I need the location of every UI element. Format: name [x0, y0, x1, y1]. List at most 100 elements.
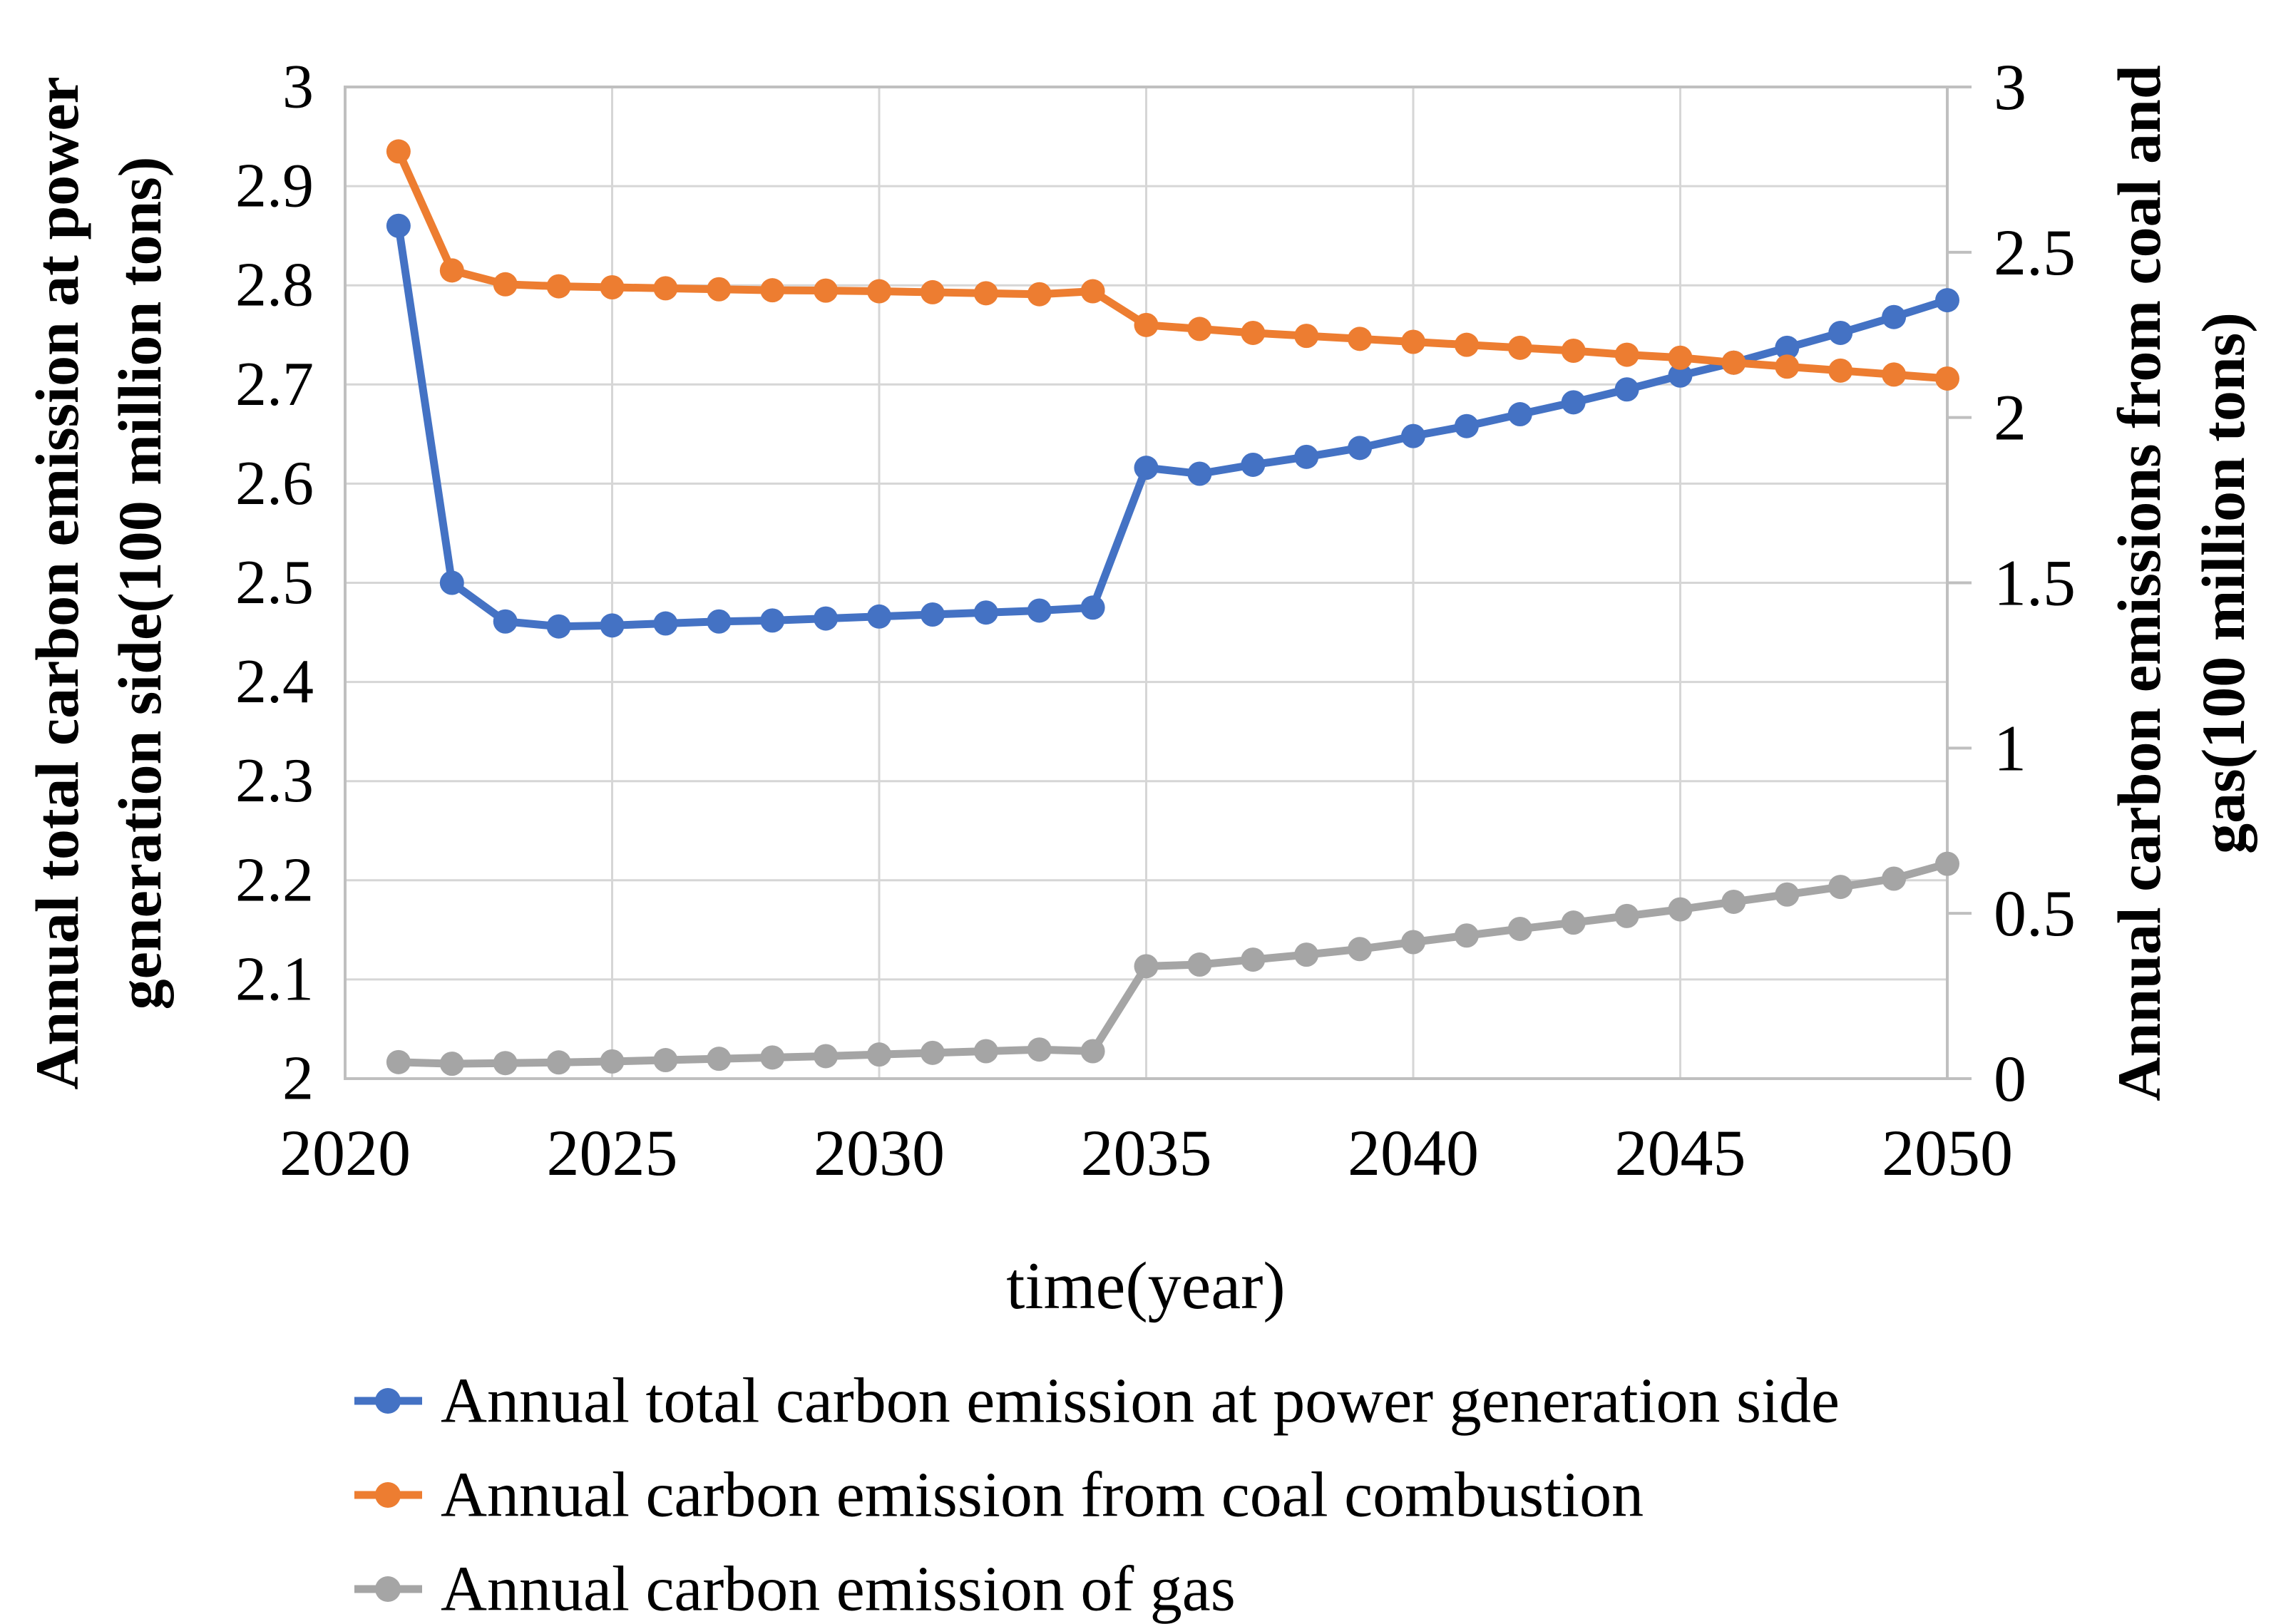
data-point-marker: [546, 274, 571, 299]
left-axis-tick-label: 2.4: [235, 647, 314, 716]
legend-label-gas-emission: Annual carbon emission of gas: [441, 1554, 1236, 1624]
data-point-marker: [1348, 436, 1373, 461]
data-point-marker: [1882, 362, 1907, 387]
legend-item: [354, 1388, 422, 1414]
data-point-marker: [653, 1048, 678, 1073]
data-point-marker: [1882, 866, 1907, 891]
data-point-marker: [1401, 930, 1425, 955]
x-axis-tick-label: 2030: [814, 1116, 945, 1189]
data-point-marker: [920, 602, 945, 627]
right-axis-tick-label: 2.5: [1994, 216, 2076, 289]
data-point-marker: [920, 279, 945, 304]
legend-marker-dot: [375, 1482, 401, 1508]
data-point-marker: [1561, 339, 1586, 364]
data-point-marker: [600, 613, 625, 638]
data-point-marker: [707, 277, 732, 302]
data-point-marker: [1668, 345, 1693, 370]
legend-marker-dot: [375, 1388, 401, 1414]
data-point-marker: [1134, 312, 1159, 337]
data-point-marker: [1668, 897, 1693, 922]
left-axis-tick-label: 2.8: [235, 251, 314, 320]
data-point-marker: [600, 274, 625, 299]
data-point-marker: [546, 1050, 571, 1075]
data-point-marker: [1775, 882, 1800, 907]
gridlines: [345, 87, 1947, 1079]
right-axis-tick-label: 0.5: [1994, 877, 2076, 950]
left-axis-tick-label: 2: [282, 1044, 314, 1114]
data-point-marker: [1454, 332, 1479, 357]
data-point-marker: [493, 609, 518, 634]
legend-item: [354, 1482, 422, 1508]
data-point-marker: [1561, 390, 1586, 415]
data-point-marker: [1507, 402, 1532, 427]
data-point-marker: [1187, 952, 1212, 977]
data-point-marker: [973, 281, 998, 306]
data-point-marker: [1294, 942, 1319, 967]
data-point-marker: [1080, 1039, 1105, 1064]
data-point-marker: [653, 611, 678, 636]
data-point-marker: [867, 279, 891, 304]
legend-label-coal-emission: Annual carbon emission from coal combust…: [441, 1460, 1644, 1531]
data-point-marker: [973, 600, 998, 625]
data-point-marker: [707, 609, 732, 634]
data-point-marker: [1828, 875, 1853, 900]
data-point-marker: [1668, 363, 1693, 388]
data-point-marker: [1828, 358, 1853, 383]
left-axis-tick-label: 2.7: [235, 350, 314, 419]
data-point-marker: [1401, 423, 1425, 448]
left-axis-tick-label: 3: [282, 53, 314, 122]
right-axis-tick-label: 1: [1994, 711, 2026, 784]
left-axis-tick-label: 2.3: [235, 746, 314, 816]
data-point-marker: [386, 1049, 411, 1074]
data-series: [386, 139, 1959, 1076]
data-point-marker: [1027, 598, 1052, 623]
x-axis-tick-label: 2050: [1882, 1116, 2013, 1189]
x-axis-tick-label: 2040: [1348, 1116, 1479, 1189]
left-axis-tick-label: 2.2: [235, 846, 314, 915]
series-total: [386, 213, 1959, 639]
data-point-marker: [1935, 366, 1959, 391]
data-point-marker: [760, 278, 785, 303]
data-point-marker: [760, 1045, 785, 1070]
axis-lines: [344, 86, 1972, 1080]
x-axis-title: time(year): [1006, 1249, 1285, 1323]
data-point-marker: [973, 1039, 998, 1064]
data-point-marker: [1507, 335, 1532, 360]
left-axis-title-line1: Annual total carbon emission at power: [23, 76, 91, 1089]
right-axis-tick-label: 0: [1994, 1042, 2026, 1115]
data-point-marker: [867, 1042, 891, 1067]
data-point-marker: [1241, 947, 1266, 972]
left-axis-tick-label: 2.1: [235, 945, 314, 1014]
data-point-marker: [1454, 413, 1479, 438]
series-coal: [386, 139, 1959, 391]
legend-markers: [354, 1388, 422, 1602]
data-point-marker: [600, 1049, 625, 1074]
data-point-marker: [1507, 916, 1532, 941]
data-point-marker: [920, 1040, 945, 1065]
data-point-marker: [386, 213, 411, 238]
data-point-marker: [1935, 851, 1959, 876]
data-point-marker: [1241, 452, 1266, 477]
x-axis-tick-label: 2045: [1615, 1116, 1746, 1189]
x-axis-tick-label: 2025: [547, 1116, 678, 1189]
data-point-marker: [1614, 342, 1639, 367]
data-point-marker: [1882, 304, 1907, 329]
data-point-marker: [1187, 317, 1212, 341]
data-point-marker: [439, 570, 464, 595]
data-point-marker: [1935, 288, 1959, 313]
data-point-marker: [1134, 954, 1159, 979]
series-line: [394, 860, 1952, 1068]
right-axis-title-line1: Annual carbon emissions from coal and: [2105, 65, 2173, 1101]
left-axis-tick-label: 2.6: [235, 449, 314, 518]
data-point-marker: [1080, 595, 1105, 620]
data-point-marker: [653, 276, 678, 301]
x-axis-tick-label: 2020: [280, 1116, 411, 1189]
data-point-marker: [1080, 279, 1105, 304]
data-point-marker: [760, 608, 785, 633]
data-point-marker: [493, 272, 518, 297]
data-point-marker: [1614, 903, 1639, 928]
series-gas: [386, 851, 1959, 1076]
data-point-marker: [493, 1051, 518, 1076]
